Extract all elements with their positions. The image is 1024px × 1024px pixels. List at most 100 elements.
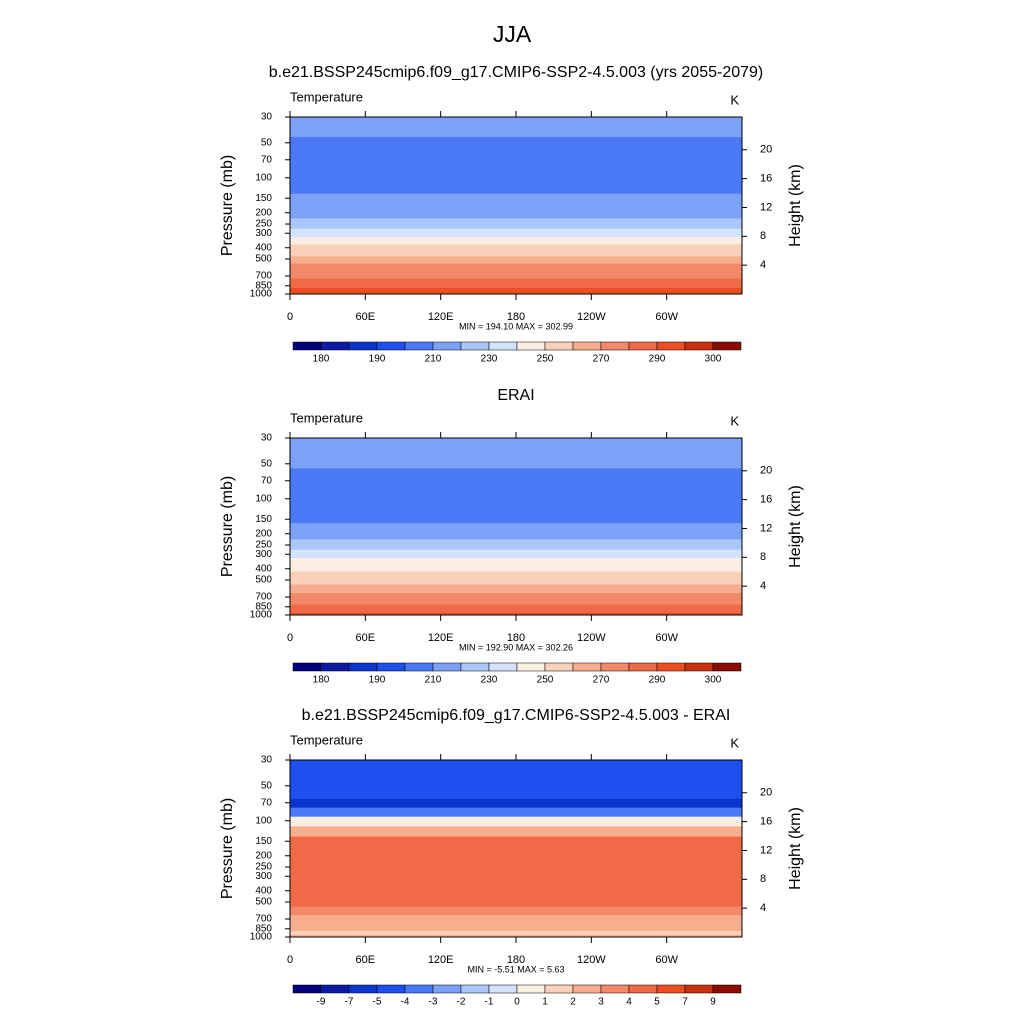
y2-tick-label: 16 — [760, 494, 772, 506]
y2-tick-label: 4 — [760, 259, 766, 271]
colorbar-box — [516, 662, 546, 672]
x-tick-label: 120W — [577, 632, 606, 644]
contour-band — [290, 209, 742, 219]
colorbar-box — [544, 341, 574, 351]
contour-band — [290, 250, 742, 257]
y-tick-label: 1000 — [250, 932, 273, 943]
x-tick-label: 120W — [577, 954, 606, 966]
colorbar-box — [712, 341, 742, 351]
contour-band — [290, 485, 742, 496]
y-tick-label: 850 — [255, 280, 272, 291]
colorbar-box — [292, 341, 322, 351]
contour-band — [290, 790, 742, 800]
x-tick-label: 60W — [655, 954, 678, 966]
colorbar-box — [684, 341, 714, 351]
colorbar-label: 290 — [649, 354, 666, 365]
y-tick-label: 700 — [255, 914, 272, 925]
colorbar-label: 270 — [593, 675, 610, 686]
colorbar-label: -7 — [345, 997, 354, 1008]
contour-band — [290, 549, 742, 559]
contour-band — [290, 272, 742, 280]
figure-title: JJA — [493, 21, 532, 47]
left-string: Temperature — [290, 410, 363, 425]
colorbar-label: 2 — [570, 997, 576, 1008]
contour-band — [290, 117, 742, 125]
contour-band — [290, 523, 742, 531]
colorbar-box — [628, 341, 658, 351]
y-axis-title: Pressure (mb) — [219, 476, 236, 577]
y-tick-label: 50 — [261, 458, 273, 469]
colorbar-box — [460, 662, 490, 672]
y-tick-label: 50 — [261, 137, 273, 148]
colorbar-label: -1 — [485, 997, 494, 1008]
contour-band — [290, 173, 742, 184]
y-tick-label: 500 — [255, 254, 272, 265]
y-tick-label: 30 — [261, 755, 273, 766]
contour-band — [290, 468, 742, 478]
contour-band — [290, 780, 742, 791]
y-tick-label: 70 — [261, 154, 273, 165]
colorbar-label: 210 — [425, 675, 442, 686]
panel-title: b.e21.BSSP245cmip6.f09_g17.CMIP6-SSP2-4.… — [302, 707, 731, 724]
contour-band — [290, 202, 742, 210]
colorbar-box — [600, 984, 630, 994]
y2-tick-label: 20 — [760, 787, 772, 799]
y-tick-label: 400 — [255, 563, 272, 574]
contour-band — [290, 155, 742, 166]
colorbar-label: 4 — [626, 997, 632, 1008]
colorbar-box — [488, 984, 518, 994]
left-string: Temperature — [290, 732, 363, 747]
y-tick-label: 50 — [261, 780, 273, 791]
y-tick-label: 30 — [261, 112, 273, 123]
contour-band — [290, 921, 742, 927]
colorbar-box — [320, 984, 350, 994]
colorbar-box — [544, 984, 574, 994]
contour-band — [290, 584, 742, 594]
contour-band — [290, 899, 742, 908]
y2-tick-label: 20 — [760, 465, 772, 477]
contour-band — [290, 228, 742, 238]
y-tick-label: 150 — [255, 836, 272, 847]
contour-band — [290, 438, 742, 446]
contour-band — [290, 906, 742, 916]
y-tick-label: 100 — [255, 172, 272, 183]
contour-band — [290, 445, 742, 459]
colorbar-label: 190 — [369, 675, 386, 686]
y2-tick-label: 20 — [760, 144, 772, 156]
contour-band — [290, 565, 742, 573]
x-tick-label: 0 — [287, 954, 293, 966]
contour-band — [290, 845, 742, 853]
contour-band — [290, 760, 742, 768]
y-tick-label: 30 — [261, 433, 273, 444]
colorbar-box — [544, 662, 574, 672]
contour-band — [290, 577, 742, 586]
y2-tick-label: 4 — [760, 902, 766, 914]
colorbar-box — [404, 662, 434, 672]
colorbar-box — [292, 984, 322, 994]
contour-band — [290, 930, 742, 936]
y2-tick-label: 12 — [760, 201, 772, 213]
contour-band — [290, 183, 742, 195]
y-tick-label: 70 — [261, 797, 273, 808]
panel-title: b.e21.BSSP245cmip6.f09_g17.CMIP6-SSP2-4.… — [269, 64, 764, 81]
units: K — [730, 92, 739, 107]
contour-band — [290, 871, 742, 881]
y-tick-label: 250 — [255, 862, 272, 873]
stats: MIN = 194.10 MAX = 302.99 — [459, 321, 573, 331]
y-axis-title: Pressure (mb) — [219, 798, 236, 899]
colorbar-box — [684, 662, 714, 672]
x-tick-label: 180 — [507, 954, 525, 966]
contour-band — [290, 861, 742, 873]
colorbar-box — [404, 341, 434, 351]
x-tick-label: 120E — [428, 311, 454, 323]
contour-band — [290, 571, 742, 578]
y-tick-label: 400 — [255, 885, 272, 896]
colorbar-box — [488, 341, 518, 351]
colorbar-box — [320, 662, 350, 672]
y2-tick-label: 8 — [760, 230, 766, 242]
colorbar-box — [348, 984, 378, 994]
x-tick-label: 60E — [356, 954, 376, 966]
y-tick-label: 700 — [255, 271, 272, 282]
contour-band — [290, 237, 742, 245]
